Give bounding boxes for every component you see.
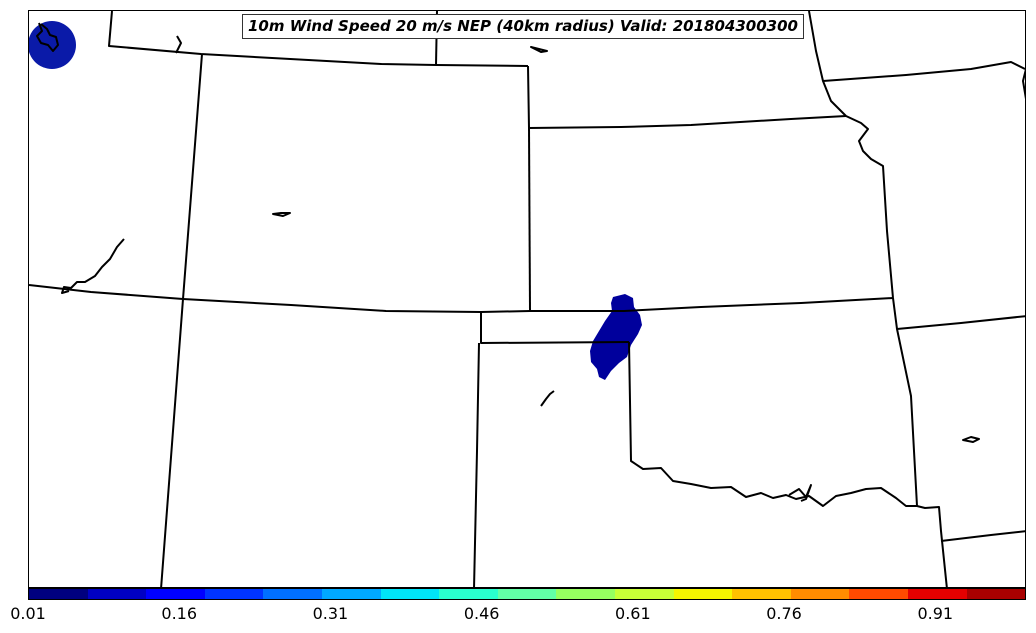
colorbar-bin-11 xyxy=(673,589,733,599)
colorbar-tick-label: 0.61 xyxy=(615,604,651,623)
colorbar-bin-0 xyxy=(29,589,88,599)
probability-blob-kansas-oklahoma xyxy=(590,294,642,380)
colorbar-bin-16 xyxy=(966,589,1026,599)
colorbar-bin-10 xyxy=(614,589,674,599)
boundary-oklahoma-east xyxy=(628,341,948,587)
boundary-texas-west xyxy=(473,342,480,587)
probability-field xyxy=(29,21,642,380)
map-canvas xyxy=(29,11,1025,587)
colorbar-bin-9 xyxy=(556,589,615,599)
state-boundaries xyxy=(29,11,1025,587)
probability-blob-corner xyxy=(29,21,76,69)
boundary-oklahoma-arkansas xyxy=(892,297,918,507)
boundary-north-upper xyxy=(108,11,529,67)
colorbar-tick-label: 0.31 xyxy=(312,604,349,623)
map-panel xyxy=(28,10,1026,588)
lake-north-small xyxy=(530,46,548,53)
colorbar-bin-8 xyxy=(497,589,557,599)
map-title: 10m Wind Speed 20 m/s NEP (40km radius) … xyxy=(242,14,804,39)
boundary-right-east-river xyxy=(1022,68,1025,100)
river-utah xyxy=(61,238,125,294)
colorbar-bin-3 xyxy=(204,589,264,599)
colorbar-tick-label: 0.01 xyxy=(10,604,46,623)
colorbar-tick-label: 0.16 xyxy=(161,604,198,623)
boundary-oklahoma-panhandle xyxy=(480,312,630,344)
boundary-missouri-arkansas xyxy=(896,315,1025,330)
colorbar-bin-13 xyxy=(790,589,850,599)
colorbar-bin-6 xyxy=(380,589,440,599)
boundary-nebraska-kansas xyxy=(527,65,847,129)
lake-east-texas xyxy=(962,436,980,443)
colorbar-tick-label: 0.46 xyxy=(463,604,500,623)
river-oklahoma-red xyxy=(788,484,812,502)
colorbar-bin-14 xyxy=(849,589,908,599)
colorbar xyxy=(28,588,1026,600)
colorbar-tick-label: 0.91 xyxy=(917,604,954,623)
boundary-iowa-missouri xyxy=(822,61,1025,82)
colorbar-bin-2 xyxy=(146,589,205,599)
colorbar-bin-12 xyxy=(732,589,791,599)
colorbar-bin-5 xyxy=(321,589,381,599)
boundary-kansas-west xyxy=(528,127,531,312)
boundary-lat-37 xyxy=(29,284,894,313)
lake-colorado xyxy=(272,212,291,217)
boundary-missouri-north xyxy=(808,11,847,117)
colorbar-bin-4 xyxy=(263,589,322,599)
boundary-texas-louisiana xyxy=(940,530,1025,542)
colorbar-bin-15 xyxy=(907,589,967,599)
colorbar-tick-label: 0.76 xyxy=(766,604,802,623)
river-northwest xyxy=(175,35,182,54)
boundary-colorado-west xyxy=(160,53,203,587)
boundary-kansas-missouri xyxy=(845,115,894,299)
colorbar-bin-7 xyxy=(439,589,498,599)
colorbar-bin-1 xyxy=(87,589,147,599)
boundary-lake-corner xyxy=(36,22,59,52)
lake-texas-panhandle xyxy=(540,390,555,407)
